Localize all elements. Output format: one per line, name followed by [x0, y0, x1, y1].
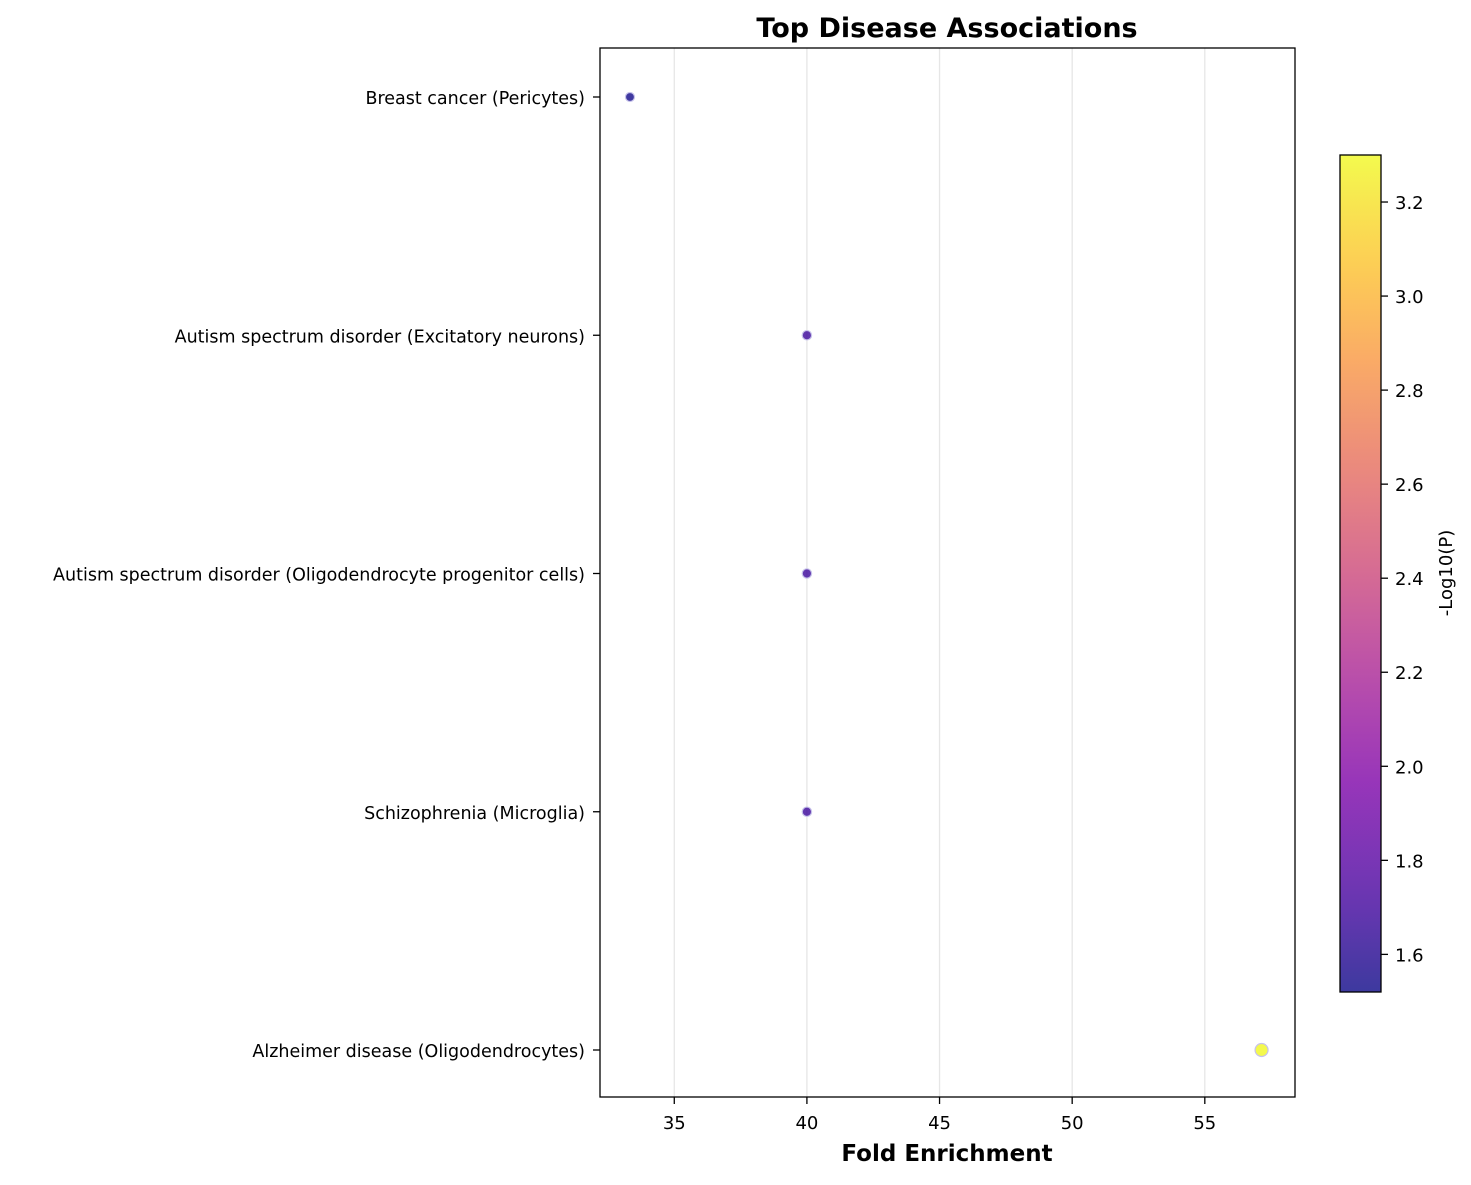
grid [673, 48, 1206, 1097]
data-point [801, 806, 813, 818]
x-tick-label: 50 [1061, 1113, 1084, 1134]
colorbar-ticks: 1.6 1.8 2.0 2.2 2.4 2.6 2.8 3.0 3.2 [1381, 193, 1424, 966]
data-points [624, 91, 1269, 1058]
y-axis-ticks: Breast cancer (Pericytes) Autism spectrum… [53, 89, 600, 1062]
y-category-label: Schizophrenia (Microglia) [364, 804, 585, 824]
x-axis-ticks: 35 40 45 50 55 [663, 1097, 1216, 1134]
data-point [801, 329, 813, 341]
y-category-label: Alzheimer disease (Oligodendrocytes) [252, 1042, 585, 1062]
colorbar-tick-label: 2.8 [1395, 381, 1424, 402]
colorbar-tick-label: 3.0 [1395, 287, 1424, 308]
x-tick-label: 55 [1193, 1113, 1216, 1134]
colorbar-tick-label: 3.2 [1395, 193, 1424, 214]
chart-title: Top Disease Associations [756, 13, 1137, 44]
plot-frame [599, 47, 1296, 1098]
x-tick-label: 45 [928, 1113, 951, 1134]
colorbar-tick-label: 2.2 [1395, 663, 1424, 684]
colorbar-tick-label: 2.0 [1395, 757, 1424, 778]
data-point [1254, 1042, 1269, 1058]
data-point [801, 568, 813, 579]
colorbar-tick-label: 2.4 [1395, 569, 1424, 590]
colorbar-tick-label: 1.8 [1395, 851, 1424, 872]
colorbar-tick-label: 1.6 [1395, 945, 1424, 966]
x-tick-label: 35 [663, 1113, 686, 1134]
colorbar-label: -Log10(P) [1436, 530, 1457, 616]
data-point [624, 91, 636, 103]
x-tick-label: 40 [795, 1113, 818, 1134]
colorbar-tick-label: 2.6 [1395, 475, 1424, 496]
colorbar-gradient [1339, 154, 1382, 993]
x-axis-label: Fold Enrichment [841, 1141, 1052, 1167]
y-category-label: Breast cancer (Pericytes) [365, 89, 585, 109]
y-category-label: Autism spectrum disorder (Excitatory neu… [175, 327, 585, 347]
y-category-label: Autism spectrum disorder (Oligodendrocyt… [53, 566, 585, 586]
colorbar: 1.6 1.8 2.0 2.2 2.4 2.6 2.8 3.0 3.2 -Log10(P) [1339, 154, 1457, 993]
